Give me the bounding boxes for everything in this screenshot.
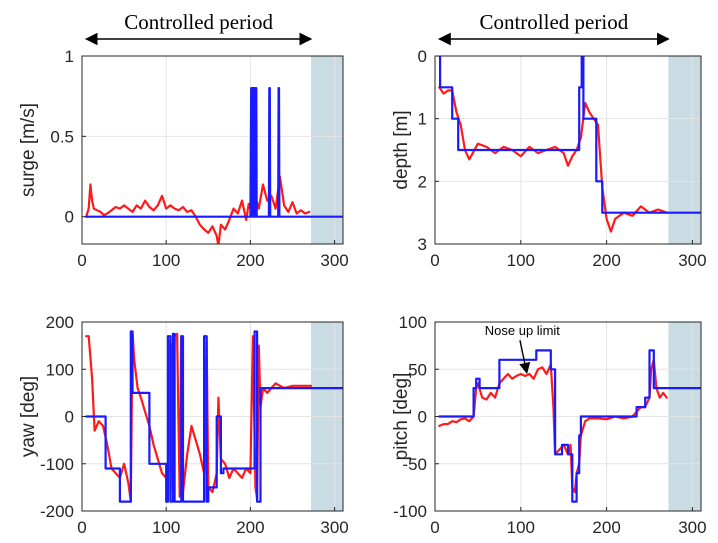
series-line-reference	[85, 330, 343, 503]
x-tick-label: 0	[430, 251, 439, 270]
series-line-measured	[438, 86, 668, 233]
axes-box	[434, 55, 702, 245]
series-line-measured	[438, 358, 668, 494]
x-tick-label: 100	[507, 251, 535, 270]
shaded-region	[311, 56, 343, 244]
y-tick-label: 1	[418, 110, 427, 129]
series-line-reference	[438, 349, 701, 503]
y-tick-label: 0.5	[50, 127, 74, 146]
y-tick-label: 100	[46, 360, 74, 379]
y-axis-label: pitch [deg]	[391, 373, 412, 461]
x-tick-label: 300	[320, 518, 348, 537]
y-tick-label: 0	[65, 208, 74, 227]
y-axis-label: yaw [deg]	[18, 376, 39, 457]
series-line-reference	[438, 56, 701, 214]
y-axis-label: depth [m]	[391, 110, 412, 189]
y-tick-label: 100	[399, 313, 427, 332]
x-tick-label: 100	[152, 518, 180, 537]
panel-top-left: 0 100 200 300 0 0.5 1 surge [m/s] Controlled per…	[18, 10, 349, 270]
x-tick-label: 300	[678, 518, 706, 537]
x-tick-label: 200	[592, 251, 620, 270]
x-tick-label: 0	[430, 518, 439, 537]
y-tick-label: -100	[40, 455, 74, 474]
panel-top-right: 0 100 200 300 0 1 2 3 depth [m] Controlled period	[391, 10, 707, 270]
series-line-measured	[85, 175, 311, 244]
panel-bottom-left: 0 100 200 300 -200 -100 0 100 200 yaw [deg]	[18, 313, 349, 537]
x-tick-label: 200	[236, 251, 264, 270]
annotation-nose-up-limit: Nose up limit	[485, 323, 561, 338]
controlled-period-title: Controlled period	[479, 10, 628, 34]
y-tick-label: 0	[418, 408, 427, 427]
y-tick-label: -50	[402, 455, 427, 474]
y-tick-label: 200	[46, 313, 74, 332]
y-tick-label: 3	[418, 235, 427, 254]
x-tick-label: 200	[592, 518, 620, 537]
controlled-period-title: Controlled period	[124, 10, 273, 34]
panel-bottom-right: 0 100 200 300 -100 -50 0 50 100 pitch [deg] Nose u…	[391, 313, 707, 537]
shaded-region	[668, 56, 701, 244]
x-tick-label: 300	[320, 251, 348, 270]
y-tick-label: 0	[418, 47, 427, 66]
y-tick-label: -200	[40, 502, 74, 521]
y-axis-label: surge [m/s]	[18, 103, 39, 197]
x-tick-label: 0	[77, 518, 86, 537]
y-tick-label: -100	[393, 502, 427, 521]
y-tick-label: 1	[65, 47, 74, 66]
y-tick-label: 50	[408, 360, 427, 379]
annotation-arrow	[519, 340, 531, 375]
y-tick-label: 0	[65, 408, 74, 427]
x-tick-label: 300	[678, 251, 706, 270]
x-tick-label: 100	[152, 251, 180, 270]
x-tick-label: 100	[507, 518, 535, 537]
x-tick-label: 0	[77, 251, 86, 270]
y-tick-label: 2	[418, 172, 427, 191]
axes-box	[81, 55, 344, 245]
series-line-reference	[85, 86, 343, 218]
x-tick-label: 200	[236, 518, 264, 537]
